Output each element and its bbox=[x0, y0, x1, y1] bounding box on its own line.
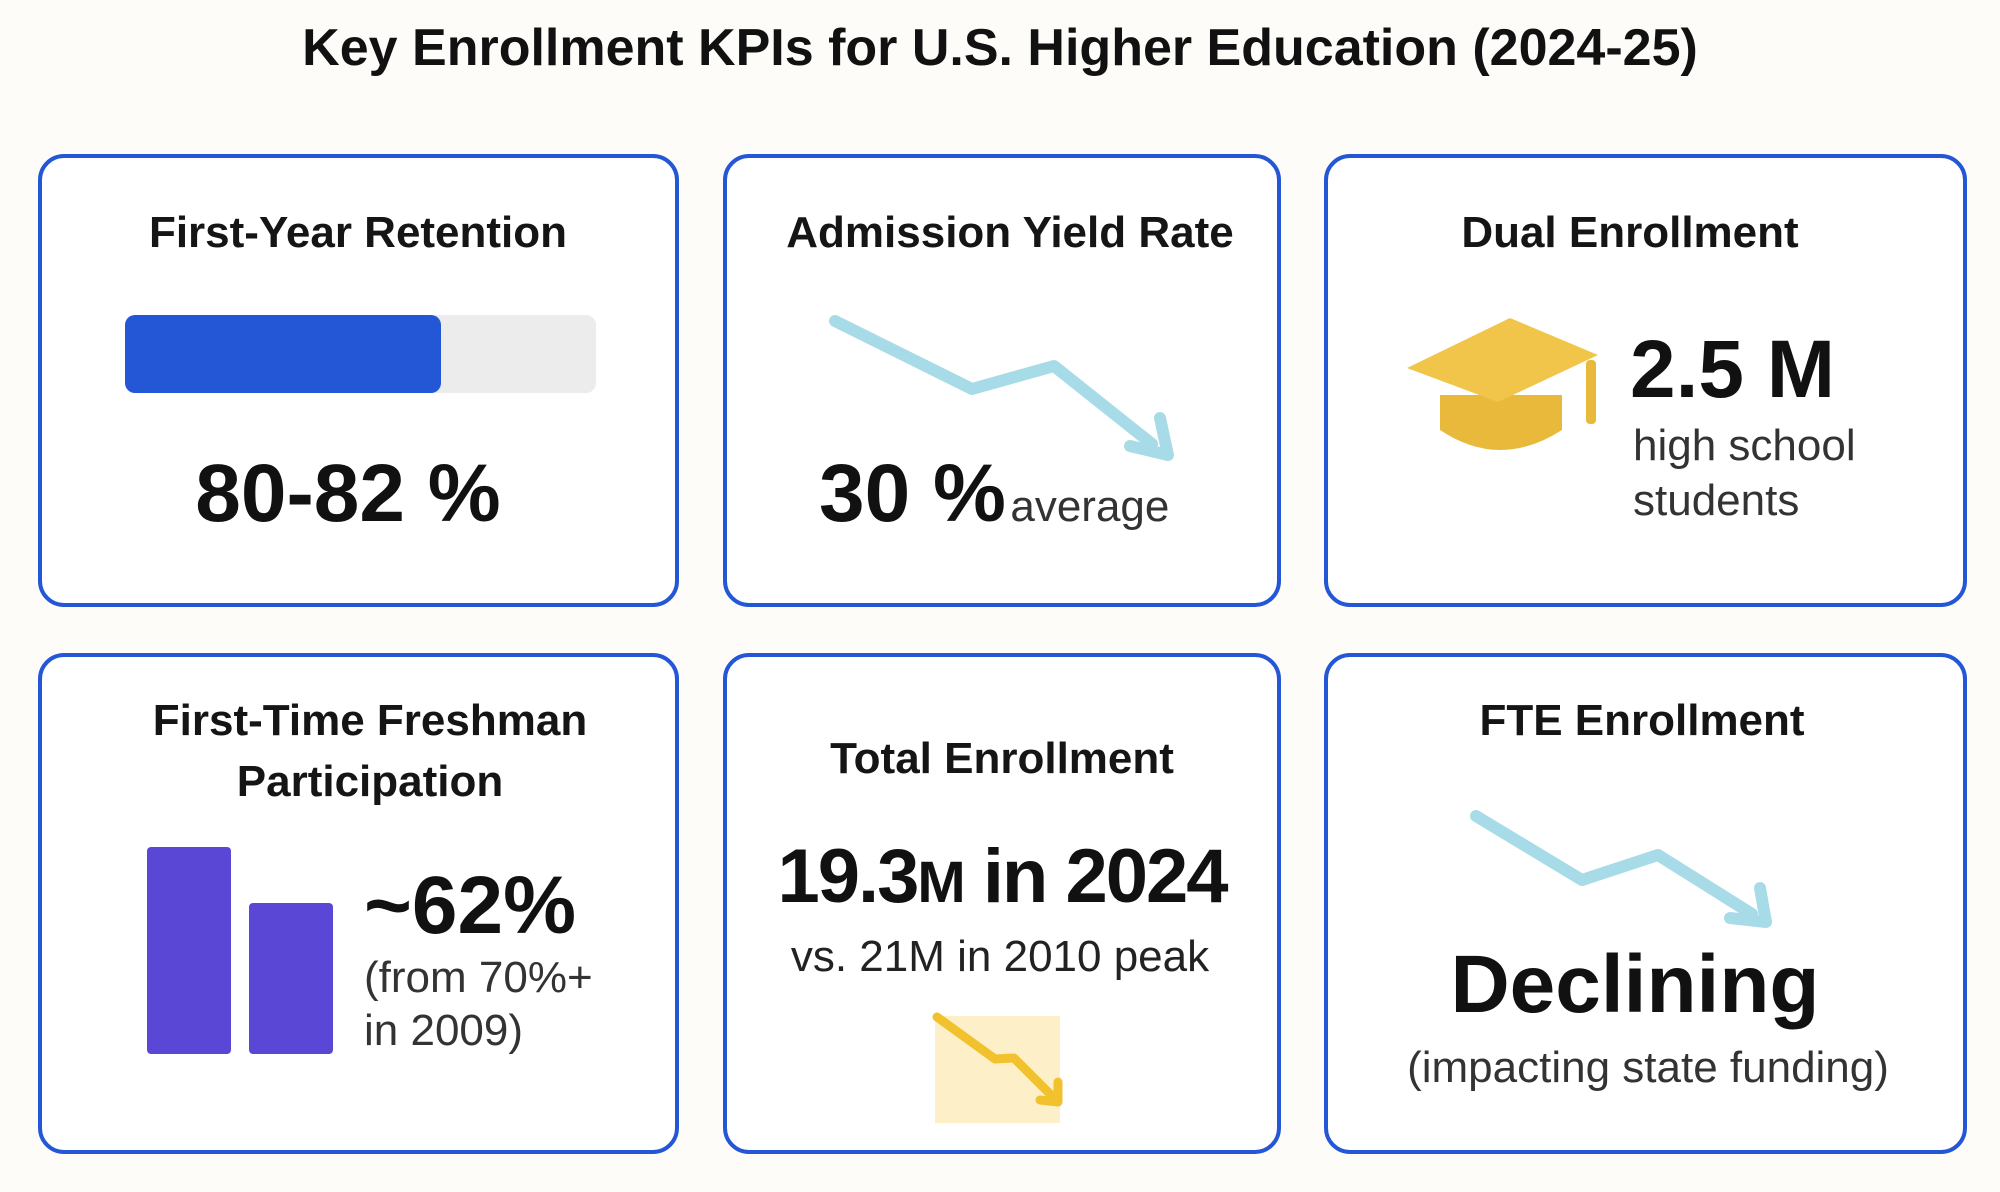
card-title-line2: Participation bbox=[236, 757, 504, 806]
card-title: FTE Enrollment bbox=[1479, 696, 1805, 745]
kpi-card-freshman-participation bbox=[38, 653, 679, 1154]
graduation-cap-icon bbox=[1407, 318, 1598, 450]
kpi-card-dual-enrollment bbox=[1324, 154, 1967, 607]
card-title: Dual Enrollment bbox=[1461, 208, 1799, 257]
bar-2009 bbox=[147, 847, 231, 1054]
fte-value: Declining bbox=[1450, 939, 1820, 1030]
dual-value: 2.5 M bbox=[1630, 324, 1836, 415]
total-value-number: 19.3 bbox=[777, 834, 919, 919]
freshman-line1: (from 70%+ bbox=[364, 953, 593, 1002]
area-trend-down-icon bbox=[932, 1012, 1063, 1123]
card-title: First-Year Retention bbox=[148, 208, 568, 257]
progress-track bbox=[125, 315, 596, 393]
yield-value: 30 % bbox=[819, 448, 1006, 539]
yield-value-row: 30 % average bbox=[819, 446, 1169, 542]
total-comparison: vs. 21M in 2010 peak bbox=[790, 932, 1210, 981]
total-value-unit: M bbox=[917, 850, 965, 915]
card-title-line1: First-Time Freshman bbox=[152, 696, 588, 745]
card-title: Total Enrollment bbox=[830, 734, 1174, 783]
progress-fill bbox=[125, 315, 441, 393]
card-title: Admission Yield Rate bbox=[786, 208, 1234, 257]
retention-value: 80-82 % bbox=[195, 448, 501, 539]
kpi-card-fte-enrollment bbox=[1324, 653, 1967, 1154]
trend-down-arrow-icon bbox=[1470, 810, 1772, 928]
freshman-line2: in 2009) bbox=[364, 1006, 524, 1055]
dual-line1: high school bbox=[1633, 421, 1856, 470]
total-value-year: in 2024 bbox=[963, 834, 1229, 919]
trend-down-arrow-icon bbox=[829, 315, 1174, 461]
fte-note: (impacting state funding) bbox=[1407, 1043, 1889, 1092]
dual-line2: students bbox=[1633, 476, 1800, 525]
yield-suffix: average bbox=[1010, 482, 1170, 531]
bar-2024 bbox=[249, 903, 333, 1054]
page-title: Key Enrollment KPIs for U.S. Higher Educ… bbox=[302, 19, 1698, 77]
total-value: 19.3M in 2024 bbox=[732, 832, 1272, 922]
freshman-value: ~62% bbox=[364, 860, 577, 951]
